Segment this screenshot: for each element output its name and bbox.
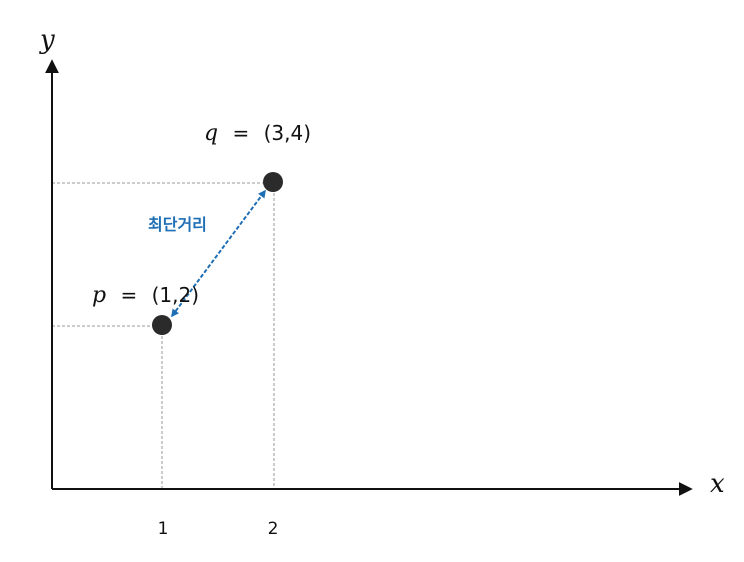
point-p xyxy=(152,315,172,335)
x-axis-label: x xyxy=(710,469,725,499)
point-p-name: p xyxy=(92,283,106,308)
point-q xyxy=(263,172,283,192)
shortest-distance-arrow xyxy=(171,189,266,318)
point-p-coords: (1,2) xyxy=(152,283,199,307)
x-tick-label-1: 1 xyxy=(158,519,169,539)
point-q-label: q = (3,4) xyxy=(204,121,311,146)
y-axis-label: y xyxy=(39,25,55,55)
point-q-name: q xyxy=(204,121,218,146)
x-tick-label-2: 2 xyxy=(268,519,279,539)
point-q-coords: (3,4) xyxy=(264,121,311,145)
point-q-equals: = xyxy=(232,121,249,145)
point-p-equals: = xyxy=(120,283,137,307)
shortest-distance-label: 최단거리 xyxy=(148,215,207,234)
point-p-label: p = (1,2) xyxy=(92,283,199,308)
